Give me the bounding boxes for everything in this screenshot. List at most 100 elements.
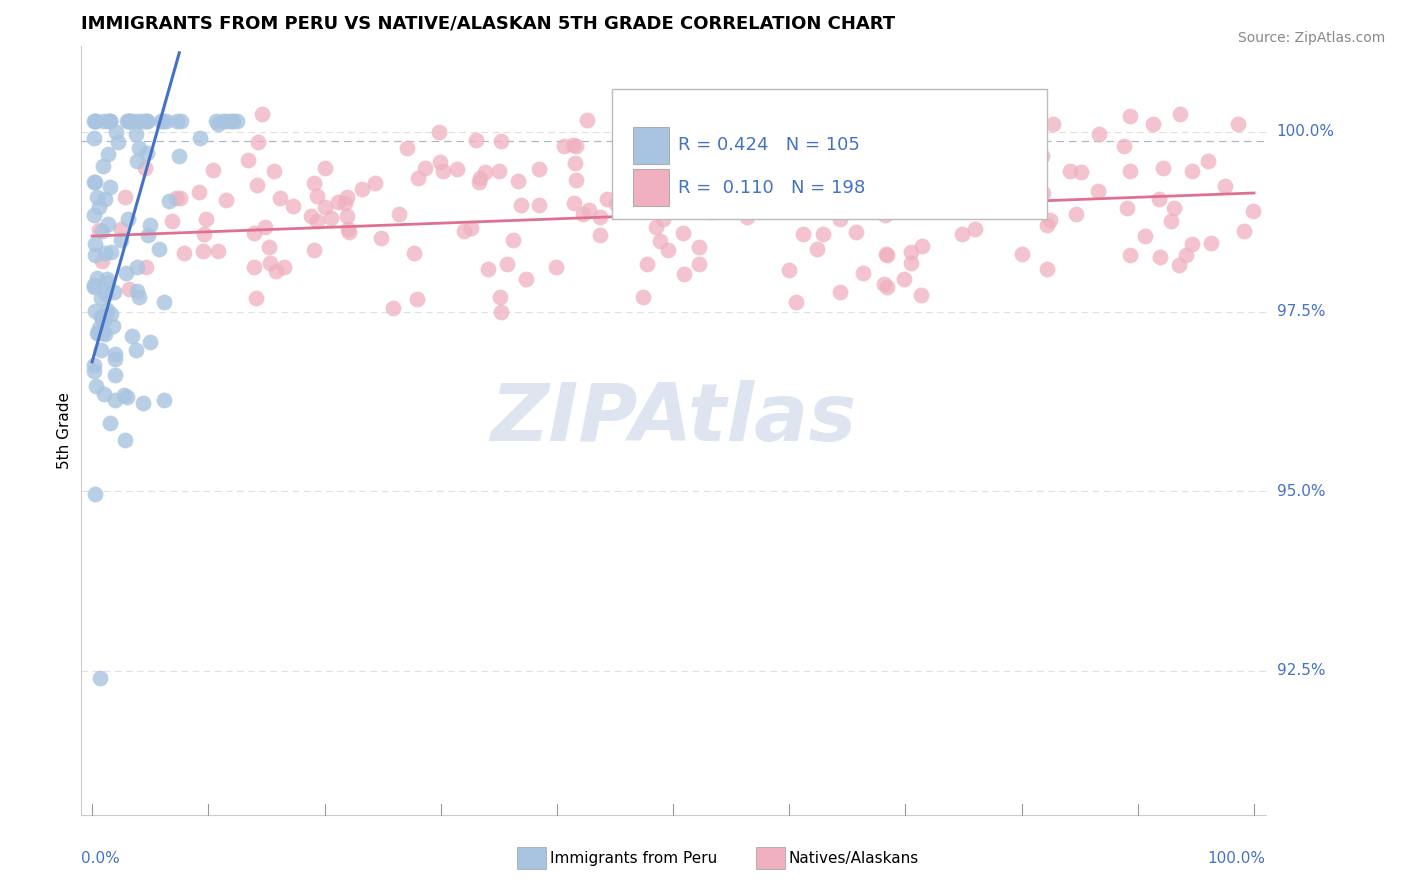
- Point: [91, 159, 114, 173]
- Point: [893, 272, 915, 286]
- Point: [491, 134, 513, 148]
- Point: [845, 225, 868, 239]
- Point: [94, 326, 117, 341]
- Point: [86, 190, 108, 204]
- Point: [115, 266, 138, 280]
- Point: [173, 245, 195, 260]
- Point: [873, 134, 896, 148]
- Point: [302, 243, 325, 257]
- Point: [565, 138, 588, 153]
- Point: [921, 195, 943, 210]
- Point: [564, 156, 586, 170]
- Point: [93, 313, 115, 327]
- Point: [688, 256, 710, 270]
- Point: [637, 257, 659, 271]
- Point: [792, 132, 814, 146]
- Point: [1152, 161, 1174, 176]
- Point: [135, 260, 157, 275]
- Point: [395, 141, 418, 155]
- Point: [1119, 248, 1142, 262]
- Point: [83, 175, 105, 189]
- Text: R =  0.110   N = 198: R = 0.110 N = 198: [678, 178, 865, 196]
- Point: [83, 304, 105, 318]
- Point: [250, 107, 273, 121]
- Point: [86, 271, 108, 285]
- Point: [790, 194, 813, 209]
- Point: [84, 114, 107, 128]
- Point: [856, 195, 879, 210]
- Point: [546, 260, 568, 275]
- Point: [97, 217, 120, 231]
- Point: [194, 212, 217, 227]
- Point: [139, 219, 162, 233]
- Point: [1233, 224, 1256, 238]
- Point: [529, 162, 551, 177]
- Point: [405, 293, 427, 307]
- Point: [644, 220, 666, 235]
- Point: [193, 227, 215, 241]
- Point: [165, 191, 187, 205]
- Point: [104, 125, 127, 139]
- Point: [488, 164, 510, 178]
- Point: [96, 272, 118, 286]
- Point: [87, 321, 110, 335]
- Point: [1119, 163, 1142, 178]
- Point: [578, 202, 600, 217]
- Point: [673, 267, 696, 281]
- Point: [759, 175, 782, 189]
- Text: 92.5%: 92.5%: [1277, 664, 1326, 678]
- Point: [688, 240, 710, 254]
- Point: [1181, 164, 1204, 178]
- Point: [98, 114, 121, 128]
- Point: [811, 227, 834, 242]
- Point: [1149, 250, 1171, 264]
- Point: [477, 261, 499, 276]
- Point: [336, 209, 359, 223]
- Point: [491, 305, 513, 319]
- Point: [1213, 178, 1236, 193]
- Point: [132, 114, 155, 128]
- Point: [107, 135, 129, 149]
- Point: [110, 233, 132, 247]
- Point: [269, 191, 291, 205]
- Point: [1031, 149, 1053, 163]
- Point: [429, 154, 451, 169]
- Text: 0.0%: 0.0%: [80, 851, 120, 865]
- Text: 100.0%: 100.0%: [1208, 851, 1265, 865]
- Point: [821, 191, 844, 205]
- Point: [1039, 212, 1062, 227]
- Point: [150, 114, 173, 128]
- Point: [1032, 186, 1054, 201]
- Point: [648, 234, 671, 248]
- Point: [127, 260, 149, 275]
- Point: [1059, 163, 1081, 178]
- Point: [1115, 202, 1137, 216]
- Point: [100, 244, 122, 259]
- Point: [893, 153, 915, 168]
- Point: [259, 256, 281, 270]
- Point: [226, 114, 249, 128]
- Text: 100.0%: 100.0%: [1277, 124, 1334, 139]
- Point: [84, 379, 107, 393]
- Point: [188, 131, 211, 145]
- Point: [86, 326, 108, 340]
- Point: [876, 247, 898, 261]
- Point: [247, 135, 270, 149]
- Point: [921, 184, 943, 198]
- Point: [1160, 214, 1182, 228]
- Point: [818, 145, 841, 159]
- Point: [595, 192, 617, 206]
- Point: [1008, 196, 1031, 211]
- Point: [1015, 132, 1038, 146]
- Point: [1197, 154, 1219, 169]
- Point: [785, 294, 807, 309]
- Point: [1010, 202, 1032, 217]
- Point: [806, 242, 828, 256]
- Point: [943, 141, 966, 155]
- Point: [575, 113, 598, 128]
- Point: [733, 203, 755, 218]
- Point: [911, 238, 934, 252]
- Point: [83, 358, 105, 372]
- Point: [245, 291, 267, 305]
- Point: [1199, 236, 1222, 251]
